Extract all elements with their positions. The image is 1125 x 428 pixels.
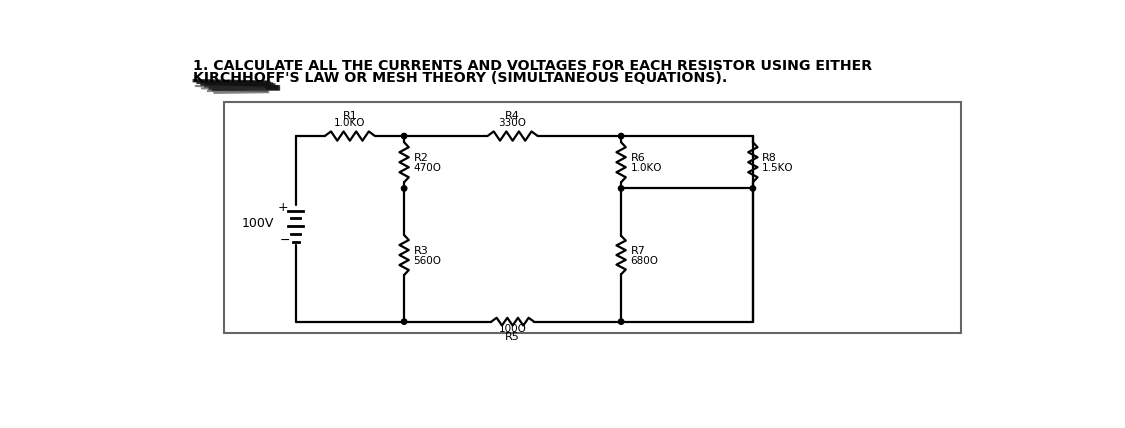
Circle shape	[619, 186, 624, 191]
Text: KIRCHHOFF'S LAW OR MESH THEORY (SIMULTANEOUS EQUATIONS).: KIRCHHOFF'S LAW OR MESH THEORY (SIMULTAN…	[192, 71, 727, 85]
Bar	[224, 102, 962, 333]
Circle shape	[750, 186, 756, 191]
Text: 330Ο: 330Ο	[498, 119, 526, 128]
Circle shape	[402, 134, 407, 139]
Text: R1: R1	[342, 111, 358, 121]
Text: R7: R7	[630, 246, 646, 256]
Text: 560Ο: 560Ο	[413, 256, 441, 266]
Circle shape	[619, 134, 624, 139]
Text: 1. CALCULATE ALL THE CURRENTS AND VOLTAGES FOR EACH RESISTOR USING EITHER: 1. CALCULATE ALL THE CURRENTS AND VOLTAG…	[192, 59, 872, 73]
Text: +: +	[278, 201, 288, 214]
Text: R4: R4	[505, 111, 520, 121]
Text: 1.0KΟ: 1.0KΟ	[334, 119, 366, 128]
Circle shape	[402, 186, 407, 191]
Text: −: −	[279, 234, 290, 247]
Circle shape	[619, 319, 624, 324]
Text: R5: R5	[505, 332, 520, 342]
Text: 470Ο: 470Ο	[413, 163, 441, 173]
Text: 680Ο: 680Ο	[630, 256, 658, 266]
Text: 100V: 100V	[242, 217, 273, 229]
Circle shape	[402, 319, 407, 324]
Text: R8: R8	[762, 153, 777, 163]
Text: 100Ο: 100Ο	[498, 324, 526, 334]
Text: R6: R6	[630, 153, 645, 163]
Text: R3: R3	[413, 246, 429, 256]
Text: 1.0KΟ: 1.0KΟ	[630, 163, 662, 173]
Text: R2: R2	[413, 153, 429, 163]
Text: 1.5KΟ: 1.5KΟ	[762, 163, 794, 173]
